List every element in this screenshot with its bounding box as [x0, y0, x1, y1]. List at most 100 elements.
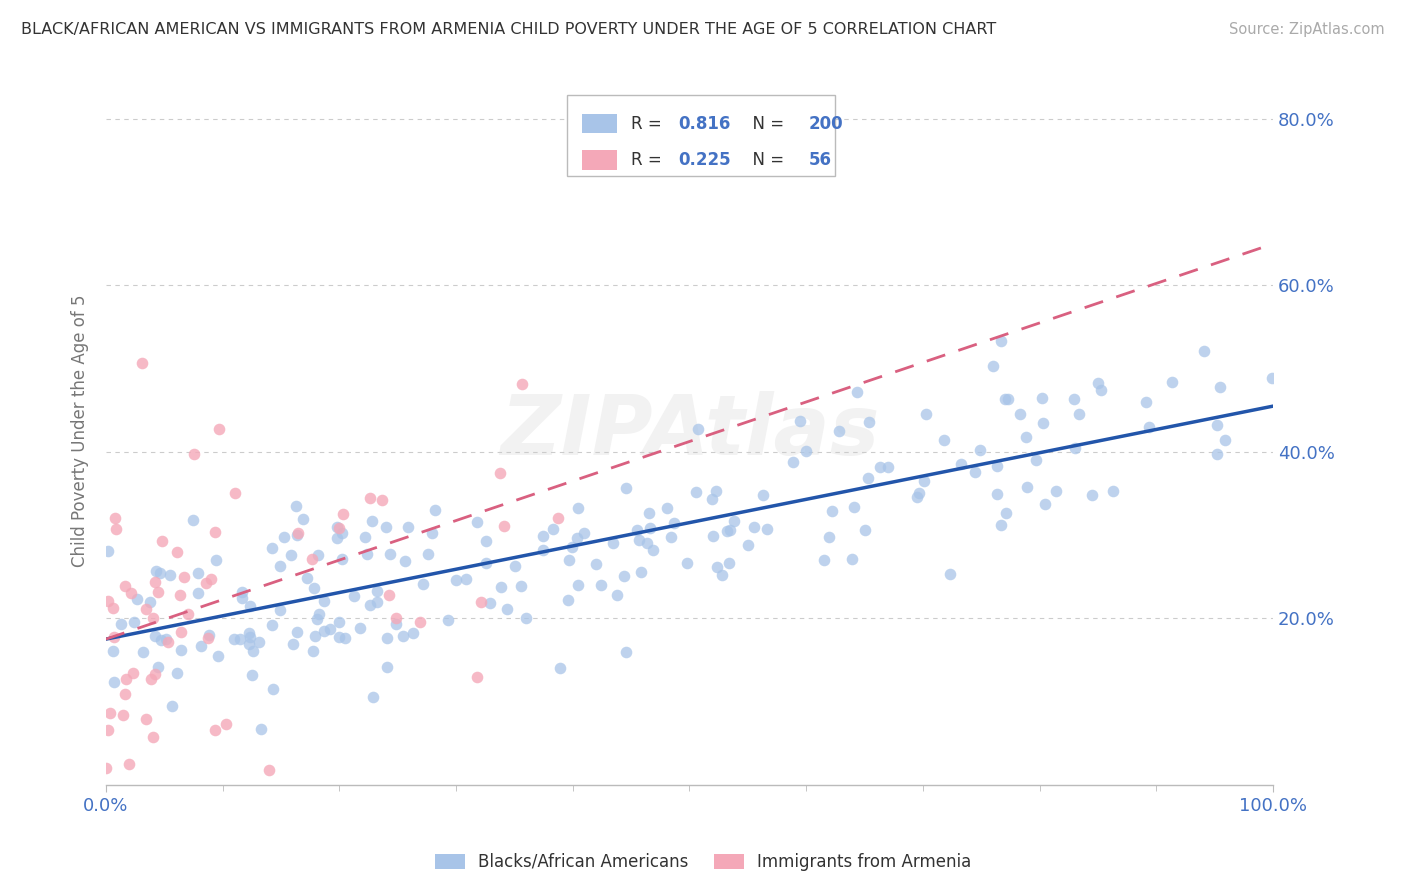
Point [97, 543, 120, 558]
Point [702, 529, 724, 543]
Point [496, 601, 519, 615]
Point [377, 632, 399, 646]
Point [643, 542, 665, 557]
Point [637, 506, 659, 520]
Point [1015, 430, 1038, 444]
Point [574, 525, 596, 540]
Point [685, 484, 707, 499]
Point [717, 557, 740, 571]
Point [479, 597, 502, 611]
Point [142, 611, 165, 625]
Point [142, 730, 165, 744]
Point [1025, 453, 1047, 467]
Point [287, 625, 309, 640]
Point [359, 491, 381, 506]
Point [314, 624, 336, 638]
Point [375, 660, 398, 674]
Point [531, 529, 554, 543]
Point [436, 613, 458, 627]
Point [932, 433, 955, 447]
Point [146, 659, 169, 673]
Point [853, 523, 876, 537]
Point [333, 631, 356, 645]
Point [1081, 488, 1104, 502]
Point [585, 557, 607, 571]
Point [737, 538, 759, 552]
Point [877, 459, 900, 474]
Point [371, 492, 394, 507]
Point [997, 392, 1019, 407]
Point [366, 584, 388, 599]
Point [295, 571, 318, 585]
Point [143, 574, 166, 589]
Point [636, 536, 658, 550]
Point [378, 547, 401, 561]
Point [330, 525, 353, 540]
Point [176, 607, 198, 622]
Point [794, 444, 817, 458]
Point [939, 567, 962, 582]
Point [1033, 497, 1056, 511]
Point [510, 578, 533, 592]
Point [262, 682, 284, 697]
Point [269, 603, 291, 617]
Point [510, 377, 533, 392]
Point [143, 629, 166, 643]
Point [558, 553, 581, 567]
Point [1194, 343, 1216, 358]
Point [360, 514, 382, 528]
Point [238, 637, 260, 651]
Point [950, 457, 973, 471]
Point [630, 565, 652, 579]
Point [304, 581, 326, 595]
Point [606, 588, 628, 602]
Point [159, 567, 181, 582]
Point [101, 601, 124, 615]
Point [686, 422, 709, 436]
Point [114, 579, 136, 593]
Point [342, 589, 364, 603]
Point [280, 549, 302, 563]
Point [655, 500, 678, 515]
Point [239, 599, 262, 613]
Point [377, 588, 399, 602]
Point [325, 531, 347, 545]
Point [489, 466, 512, 480]
Point [465, 670, 488, 684]
Point [194, 576, 217, 591]
Point [231, 585, 253, 599]
Point [718, 523, 741, 537]
Point [359, 598, 381, 612]
Point [416, 547, 439, 561]
Point [676, 556, 699, 570]
Point [332, 508, 354, 522]
Point [969, 442, 991, 457]
Point [103, 511, 125, 525]
Point [907, 485, 929, 500]
Point [531, 542, 554, 557]
Point [330, 551, 353, 566]
Point [742, 520, 765, 534]
Point [821, 504, 844, 518]
Point [361, 690, 384, 704]
Point [224, 486, 246, 500]
Point [626, 523, 648, 537]
Point [550, 661, 572, 675]
Point [135, 602, 157, 616]
Text: 0.225: 0.225 [678, 152, 731, 169]
Point [716, 524, 738, 538]
Point [190, 639, 212, 653]
Point [1045, 484, 1067, 499]
Point [1261, 371, 1284, 385]
Point [103, 630, 125, 644]
Point [328, 630, 350, 644]
Point [143, 666, 166, 681]
Point [1161, 375, 1184, 389]
Point [207, 648, 229, 663]
Point [308, 607, 330, 621]
Point [166, 666, 188, 681]
Point [505, 559, 527, 574]
Point [711, 568, 734, 582]
Point [981, 359, 1004, 374]
Point [1205, 447, 1227, 461]
